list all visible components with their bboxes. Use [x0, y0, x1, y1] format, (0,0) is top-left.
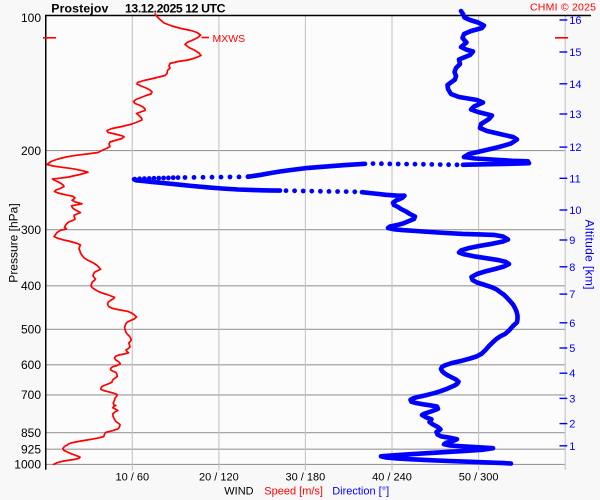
svg-text:5: 5: [569, 343, 575, 355]
svg-text:Direction [°]: Direction [°]: [332, 486, 389, 498]
svg-text:Altitude [km]: Altitude [km]: [583, 220, 597, 290]
svg-text:10: 10: [569, 205, 581, 217]
svg-text:WIND: WIND: [224, 486, 253, 498]
svg-text:6: 6: [569, 318, 575, 330]
svg-text:100: 100: [21, 11, 41, 25]
svg-text:8: 8: [569, 262, 575, 274]
svg-text:1000: 1000: [14, 458, 41, 472]
svg-text:30 / 180: 30 / 180: [286, 472, 326, 484]
svg-text:2: 2: [569, 419, 575, 431]
svg-text:925: 925: [21, 442, 41, 456]
svg-text:11: 11: [569, 173, 580, 185]
svg-text:850: 850: [21, 426, 41, 440]
svg-text:Speed [m/s]: Speed [m/s]: [264, 486, 323, 498]
svg-text:200: 200: [21, 144, 41, 158]
svg-text:10 / 60: 10 / 60: [115, 472, 149, 484]
svg-text:500: 500: [21, 323, 41, 337]
svg-text:15: 15: [569, 47, 581, 59]
svg-text:Pressure [hPa]: Pressure [hPa]: [7, 203, 21, 282]
svg-text:4: 4: [569, 368, 575, 380]
svg-text:12: 12: [569, 142, 581, 154]
svg-text:7: 7: [569, 289, 575, 301]
svg-text:MXWS: MXWS: [213, 33, 246, 45]
svg-text:700: 700: [21, 388, 41, 402]
svg-text:9: 9: [569, 235, 575, 247]
svg-text:600: 600: [21, 358, 41, 372]
svg-text:14: 14: [569, 79, 581, 91]
svg-text:16: 16: [569, 15, 581, 27]
svg-text:50 / 300: 50 / 300: [459, 472, 499, 484]
svg-text:1: 1: [569, 441, 575, 453]
svg-text:20 / 120: 20 / 120: [199, 472, 239, 484]
svg-text:CHMI © 2025: CHMI © 2025: [530, 2, 596, 14]
svg-text:13.12.2025 12 UTC: 13.12.2025 12 UTC: [125, 1, 226, 15]
svg-text:300: 300: [21, 223, 41, 237]
svg-text:Prostejov: Prostejov: [51, 1, 108, 15]
svg-text:13: 13: [569, 109, 581, 121]
svg-text:40 / 240: 40 / 240: [372, 472, 412, 484]
svg-text:400: 400: [21, 279, 41, 293]
svg-text:3: 3: [569, 393, 575, 405]
